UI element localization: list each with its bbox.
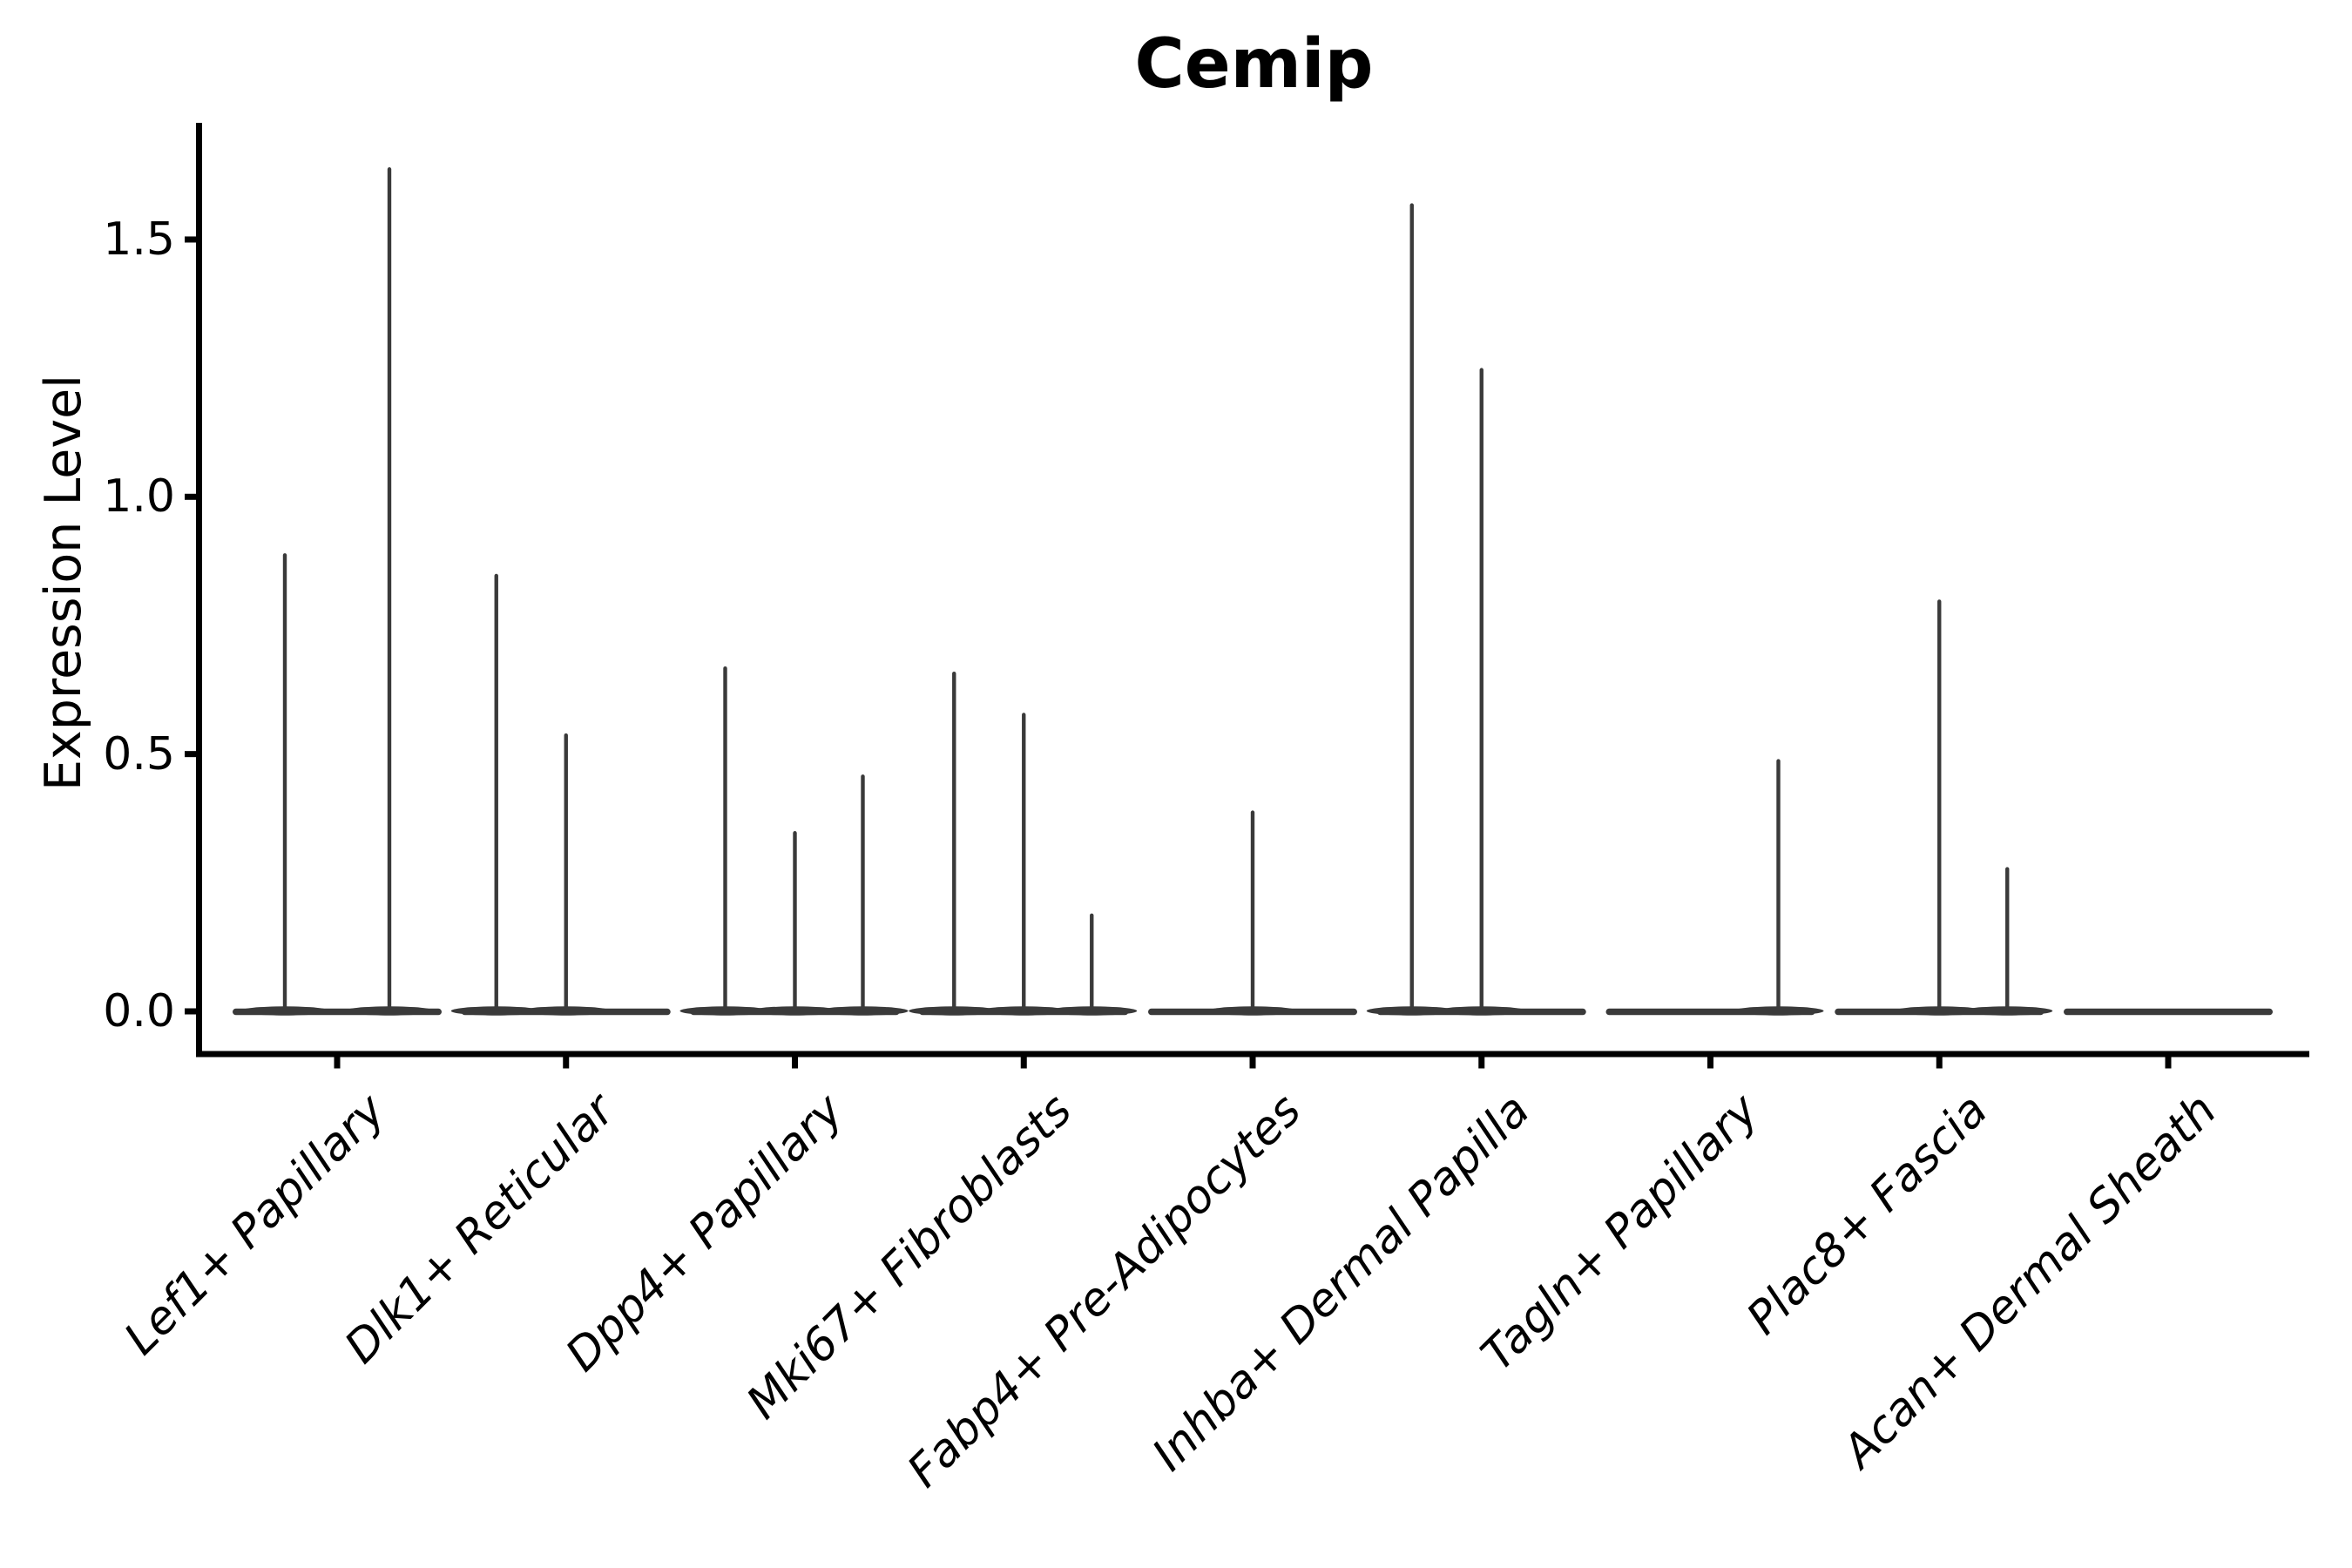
y-tick-label: 0.5 xyxy=(103,727,175,781)
y-tick-label: 1.0 xyxy=(103,470,175,524)
y-tick-label: 0.0 xyxy=(103,985,175,1037)
plot-title: Cemip xyxy=(1134,25,1374,104)
violin-baseline xyxy=(2064,1008,2273,1016)
y-tick-label: 1.5 xyxy=(103,213,175,266)
